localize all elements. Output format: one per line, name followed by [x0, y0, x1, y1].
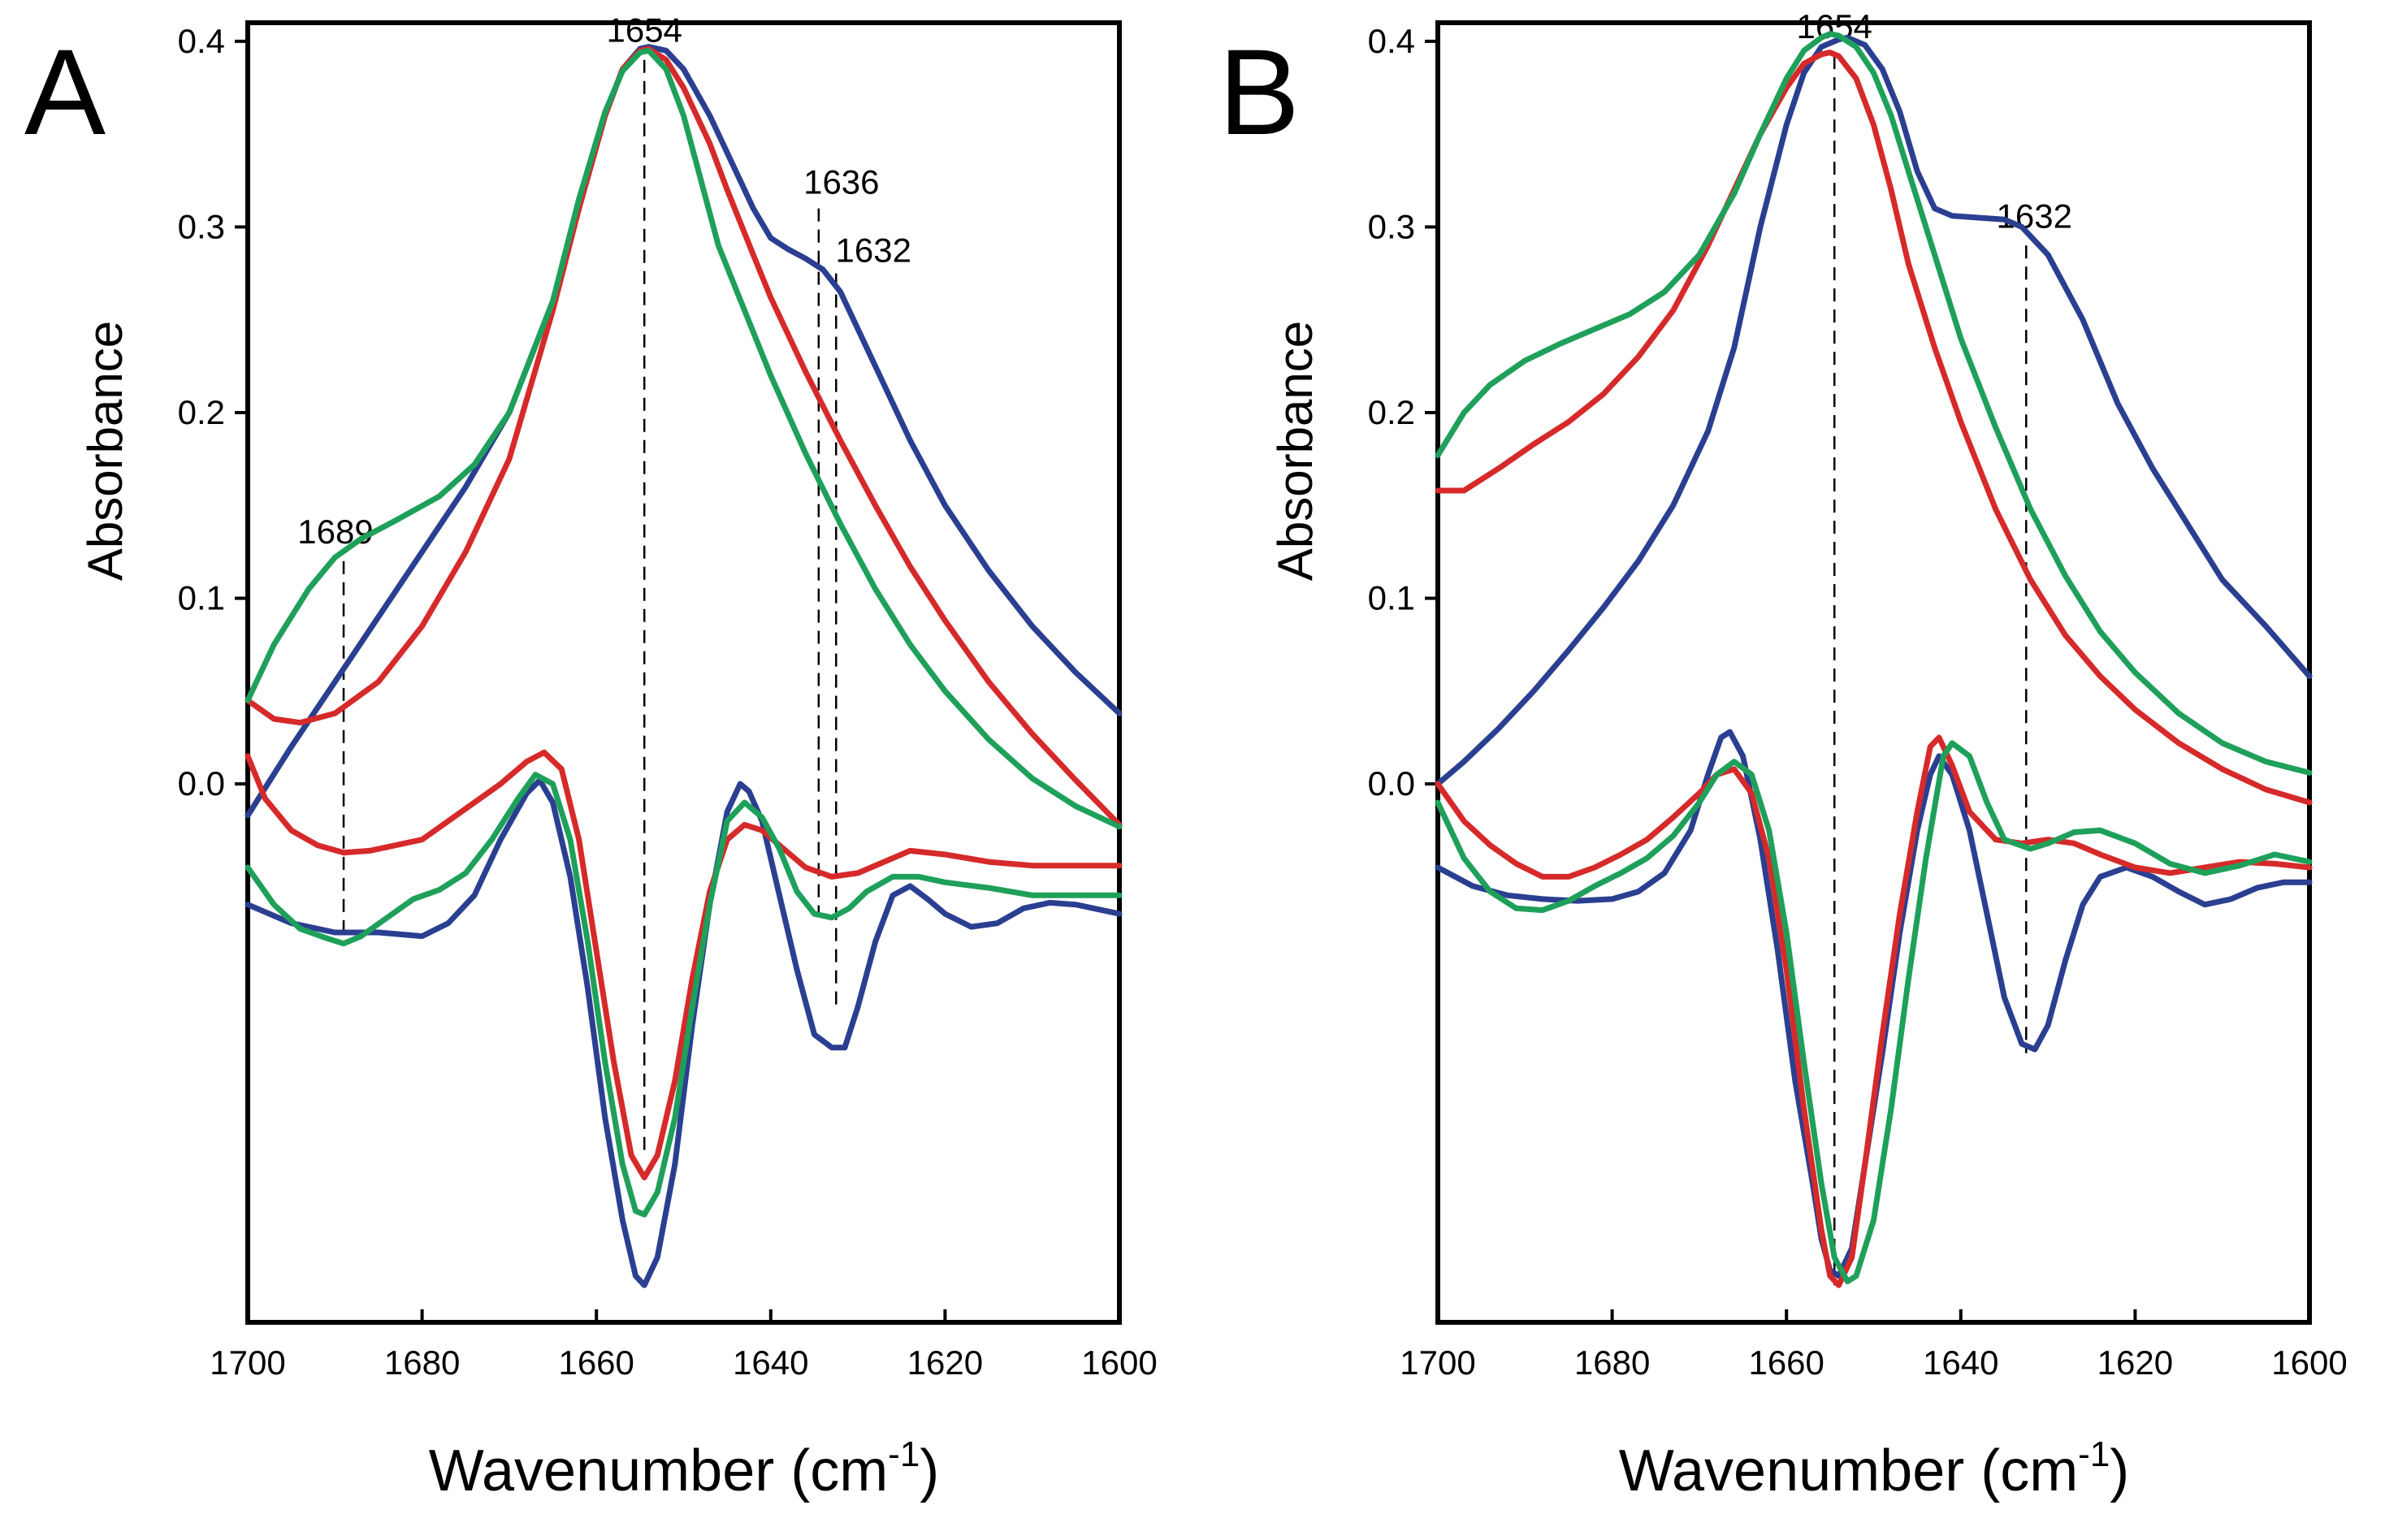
- panel-b-x-axis-label-main: Wavenumber (cm: [1619, 1438, 2078, 1503]
- panel-a-y-tick-label: 0.1: [178, 579, 225, 617]
- panel-a-x-axis-label-sup: -1: [888, 1434, 920, 1474]
- panel-a-x-tick-label: 1600: [1081, 1343, 1157, 1382]
- panel-b-letter: B: [1218, 24, 1300, 160]
- panel-b-x-axis-label: Wavenumber (cm-1): [1619, 1434, 2130, 1503]
- panel-b-x-tick-label: 1680: [1574, 1343, 1650, 1382]
- panel-a-series-second-derivative-green: [245, 772, 1123, 1218]
- panel-a-series-second-derivative-red: [245, 749, 1123, 1181]
- panel-a-y-tick-label: 0.2: [178, 393, 225, 431]
- panel-b-x-tick-label: 1700: [1400, 1343, 1475, 1382]
- panel-a-x-tick-label: 1620: [907, 1343, 983, 1382]
- panel-a-plot-frame: [245, 20, 1122, 1325]
- panel-b-y-tick-label: 0.2: [1368, 393, 1415, 431]
- panel-a-y-tick-label: 0.4: [178, 22, 225, 60]
- panel-a-x-tick-label: 1700: [210, 1343, 285, 1382]
- panel-b-x-tick-label: 1620: [2097, 1343, 2173, 1382]
- panel-a-x-axis-label-close: ): [920, 1438, 939, 1503]
- panel-b-series-second-derivative-green: [1435, 740, 2313, 1285]
- panel-b-x-axis-label-sup: -1: [2078, 1434, 2110, 1474]
- panel-b-x-axis-label-close: ): [2110, 1438, 2129, 1503]
- panel-a-letter: A: [24, 24, 106, 160]
- panel-b-annotation-1632: 1632: [1997, 197, 2072, 235]
- panel-b: B 1700 1680 1660 1640 1620 1600 0.0 0.1 0.2 0.3 0.4…: [1218, 7, 2348, 1503]
- panel-a-annotation-1636: 1636: [803, 163, 879, 201]
- panel-a-x-tick-label: 1640: [733, 1343, 808, 1382]
- panel-b-y-tick-label: 0.3: [1368, 207, 1415, 245]
- panel-a-y-tick-label: 0.0: [178, 764, 225, 802]
- panel-a-annotation-1689: 1689: [297, 513, 373, 551]
- panel-b-series-absorbance-red: [1435, 50, 2313, 806]
- panel-a-x-tick-label: 1660: [558, 1343, 634, 1382]
- panel-b-y-axis-label: Absorbance: [1268, 321, 1322, 581]
- panel-a-series-absorbance-green: [245, 47, 1123, 830]
- panel-a-y-axis-label: Absorbance: [78, 321, 132, 581]
- panel-b-series-absorbance-green: [1435, 31, 2313, 776]
- panel-b-series-absorbance-blue: [1435, 34, 2313, 787]
- panel-a-y-tick-label: 0.3: [178, 207, 225, 245]
- panel-b-y-tick-label: 0.1: [1368, 579, 1415, 617]
- panel-a-x-axis-label: Wavenumber (cm-1): [429, 1434, 940, 1503]
- panel-a-x-axis-label-main: Wavenumber (cm: [429, 1438, 888, 1503]
- panel-a-series-absorbance-blue: [245, 44, 1123, 819]
- panel-b-x-tick-label: 1640: [1923, 1343, 1998, 1382]
- panel-a-x-tick-label: 1680: [384, 1343, 460, 1382]
- panel-b-x-tick-label: 1660: [1748, 1343, 1824, 1382]
- panel-a: A 1700 1680 1660 1640 1620 1600 0.0 0.1 0.2 0.3 0.4…: [24, 11, 1158, 1503]
- panel-a-annotation-1632: 1632: [836, 231, 911, 270]
- panel-a-annotation-1654: 1654: [606, 11, 682, 50]
- panel-b-y-tick-label: 0.0: [1368, 764, 1415, 802]
- panel-b-y-tick-label: 0.4: [1368, 22, 1415, 60]
- panel-b-x-tick-label: 1600: [2271, 1343, 2347, 1382]
- panel-b-series-second-derivative-red: [1435, 734, 2313, 1288]
- panel-a-series-absorbance-red: [245, 45, 1123, 828]
